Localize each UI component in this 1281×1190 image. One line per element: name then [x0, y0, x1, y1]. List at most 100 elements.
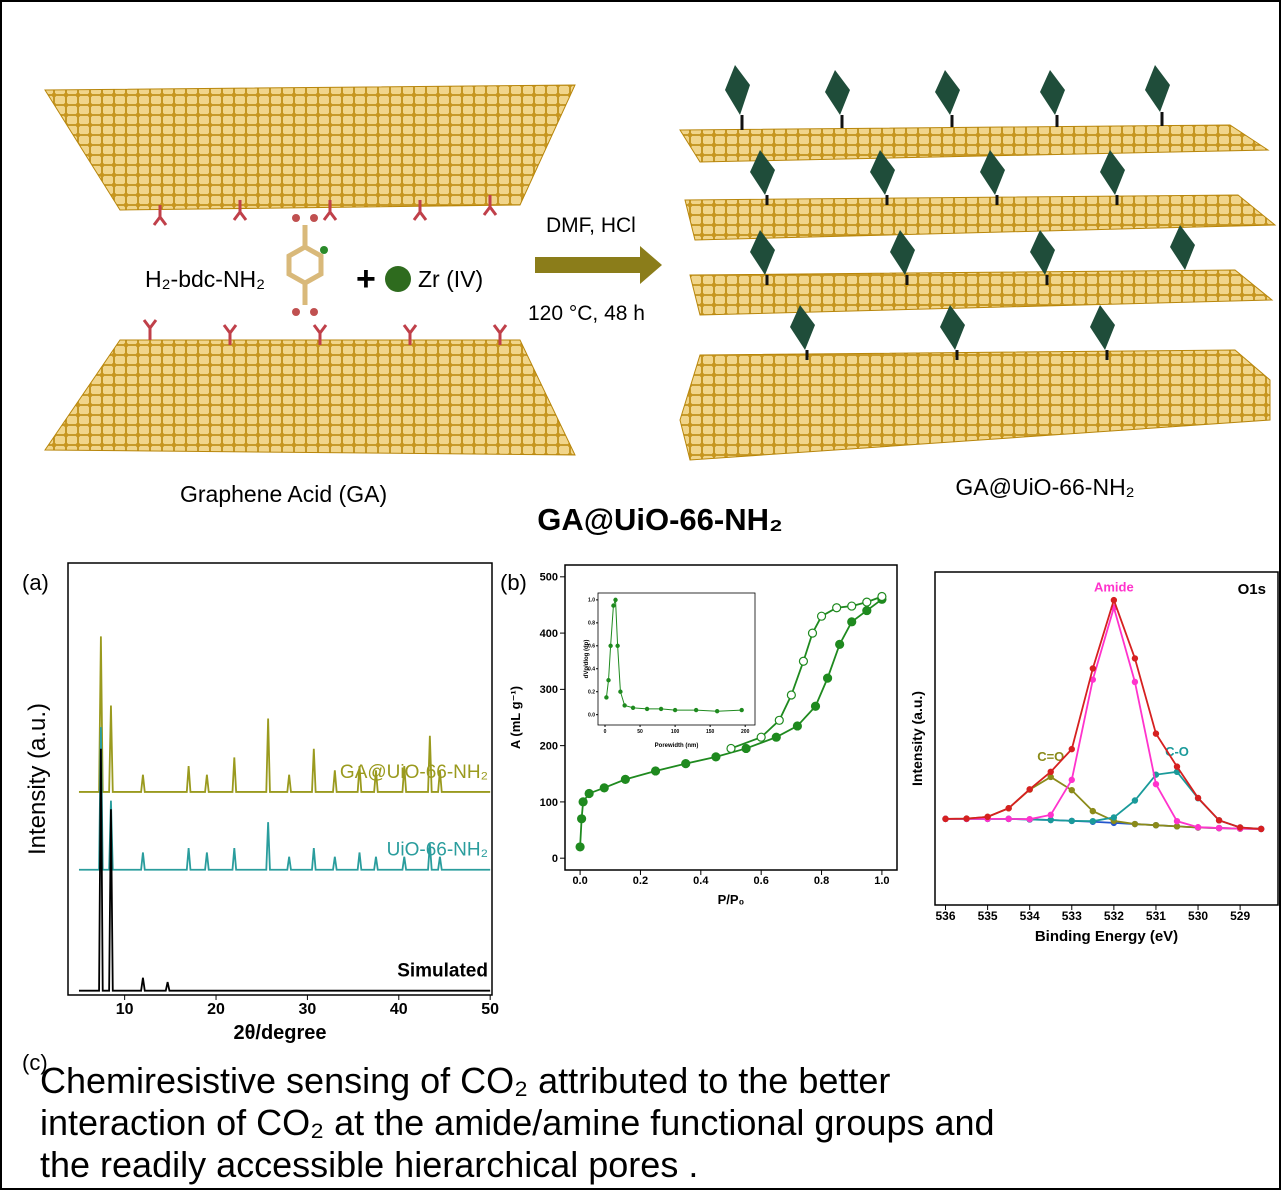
data-point [1048, 817, 1053, 822]
reactant-label: H₂-bdc-NH₂ [145, 266, 265, 292]
data-point [1006, 816, 1011, 821]
data-point [614, 598, 617, 601]
x-axis-label: Binding Energy (eV) [1035, 928, 1178, 945]
data-point [787, 691, 795, 699]
x-tick-label: 100 [671, 729, 680, 735]
data-point [607, 679, 610, 682]
data-point [1048, 812, 1053, 817]
x-tick-label: 0.2 [633, 875, 648, 887]
x-tick-label: 535 [978, 909, 998, 923]
data-point [585, 789, 593, 797]
data-point [1090, 666, 1095, 671]
data-point [609, 644, 612, 647]
page: H₂-bdc-NH₂ + Zr (IV) DMF, HCl 120 °C, 48… [0, 0, 1281, 1190]
x-tick-label: 20 [207, 1001, 225, 1018]
data-point [836, 640, 844, 648]
data-point [878, 593, 886, 601]
data-point [1069, 777, 1074, 782]
data-point [1027, 787, 1032, 792]
graphene-sheet [45, 85, 575, 210]
data-point [1153, 782, 1158, 787]
x-tick-label: 534 [1020, 909, 1040, 923]
data-point [1174, 764, 1179, 769]
x-tick-label: 533 [1062, 909, 1082, 923]
data-point [727, 744, 735, 752]
x-tick-label: 150 [706, 729, 715, 735]
data-point [985, 814, 990, 819]
y-tick-label: 500 [540, 572, 558, 584]
figure: H₂-bdc-NH₂ + Zr (IV) DMF, HCl 120 °C, 48… [0, 0, 1281, 1190]
data-point [716, 710, 719, 713]
y-tick-label: 400 [540, 628, 558, 640]
data-point [695, 708, 698, 711]
data-point [848, 602, 856, 610]
conditions-top: DMF, HCl [546, 214, 636, 237]
x-tick-label: 530 [1188, 909, 1208, 923]
y-tick-label: 100 [540, 797, 558, 809]
data-point [943, 816, 948, 821]
x-tick-label: 200 [741, 729, 750, 735]
x-tick-label: 10 [116, 1001, 134, 1018]
data-point [772, 733, 780, 741]
data-point [808, 629, 816, 637]
data-point [833, 604, 841, 612]
data-point [579, 798, 587, 806]
data-point [1132, 798, 1137, 803]
y-tick-label: 0.2 [588, 689, 595, 695]
data-point [775, 716, 783, 724]
data-point [1195, 795, 1200, 800]
data-point [1153, 731, 1158, 736]
data-point [578, 815, 586, 823]
data-point [1069, 818, 1074, 823]
data-point [576, 843, 584, 851]
x-tick-label: 0 [604, 729, 607, 735]
panel-label: (a) [22, 570, 49, 595]
y-axis-label: A (mL g⁻¹) [508, 686, 523, 749]
x-tick-label: 0.6 [754, 875, 769, 887]
x-tick-label: 50 [481, 1001, 499, 1018]
data-point [740, 708, 743, 711]
data-point [757, 733, 765, 741]
x-tick-label: 50 [637, 729, 643, 735]
data-point [673, 708, 676, 711]
data-point [682, 760, 690, 768]
y-axis-label: dVp/dlog (dp) [584, 640, 590, 679]
data-point [1174, 819, 1179, 824]
x-tick-label: 536 [936, 909, 956, 923]
data-point [1090, 819, 1095, 824]
y-tick-label: 0.0 [588, 712, 595, 718]
data-point [824, 674, 832, 682]
product-title: GA@UiO-66-NH₂ [537, 502, 783, 537]
caption-line: the readily accessible hierarchical pore… [40, 1144, 698, 1185]
data-point [619, 690, 622, 693]
data-point [1174, 824, 1179, 829]
data-point [1006, 806, 1011, 811]
y-tick-label: 0.8 [588, 621, 595, 627]
y-tick-label: 0 [552, 853, 558, 865]
data-point [1195, 825, 1200, 830]
data-point [605, 696, 608, 699]
y-axis-label: Intensity (a.u.) [24, 703, 51, 855]
series-label: C-O [1165, 744, 1189, 759]
y-tick-label: 300 [540, 684, 558, 696]
x-tick-label: 0.8 [814, 875, 829, 887]
plus-sign: + [356, 260, 376, 298]
data-point [600, 784, 608, 792]
data-point [631, 706, 634, 709]
data-point [812, 702, 820, 710]
data-point [1069, 747, 1074, 752]
data-point [1238, 825, 1243, 830]
conditions-bottom: 120 °C, 48 h [528, 302, 645, 325]
x-axis-label: 2θ/degree [233, 1022, 326, 1044]
x-tick-label: 532 [1104, 909, 1124, 923]
data-point [645, 707, 648, 710]
data-point [1069, 788, 1074, 793]
data-point [712, 753, 720, 761]
data-point [1111, 598, 1116, 603]
data-point [818, 612, 826, 620]
series-label: GA@UiO-66-NH₂ [340, 762, 488, 783]
series-label: Amide [1094, 580, 1134, 595]
x-tick-label: 0.4 [693, 875, 709, 887]
data-point [1132, 679, 1137, 684]
caption-line: interaction of CO₂ at the amide/amine fu… [40, 1102, 995, 1143]
